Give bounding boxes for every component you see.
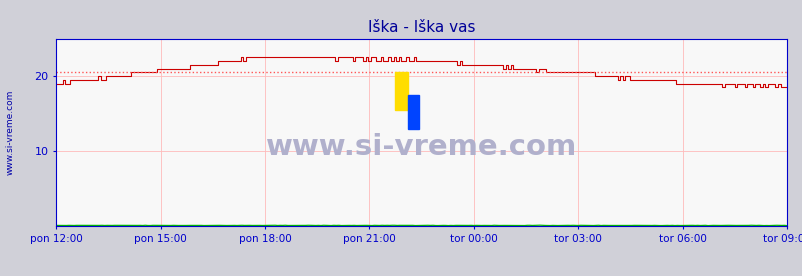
Text: www.si-vreme.com: www.si-vreme.com: [5, 90, 14, 175]
Bar: [407, 95, 418, 129]
Text: www.si-vreme.com: www.si-vreme.com: [265, 134, 577, 161]
Bar: [395, 72, 408, 110]
Title: Iška - Iška vas: Iška - Iška vas: [367, 20, 475, 35]
